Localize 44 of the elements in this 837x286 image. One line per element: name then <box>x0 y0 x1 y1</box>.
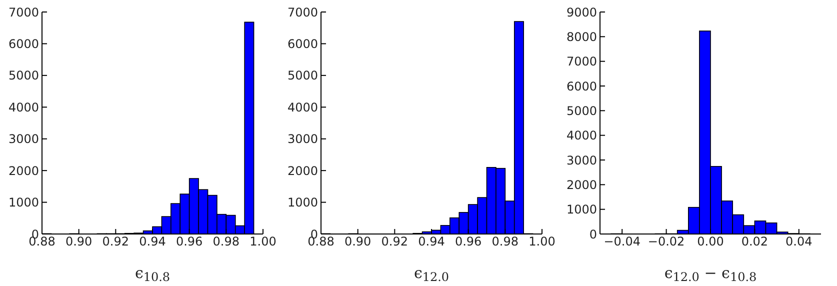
y-tick-label: 5000 <box>566 104 597 118</box>
x-tick-label: 0.94 <box>139 234 166 249</box>
y-tick-label: 0 <box>589 227 597 242</box>
y-tick-label: 3000 <box>8 132 39 146</box>
x-tick-label: 1.00 <box>250 234 276 249</box>
y-tick-label: 1000 <box>566 202 597 217</box>
y-tick-label: 6000 <box>566 79 597 94</box>
y-tick-label: 7000 <box>566 54 597 69</box>
y-tick-label: 3000 <box>566 153 597 168</box>
y-tick-label: 2000 <box>8 164 39 178</box>
x-tick-label: 0.94 <box>418 234 445 249</box>
y-tick-label: 8000 <box>566 30 597 44</box>
x-tick-label: 0.04 <box>786 234 812 249</box>
x-tick-label: 0.02 <box>741 234 768 249</box>
y-tick-label: 3000 <box>287 132 318 146</box>
x-tick-label: 0.00 <box>697 234 724 249</box>
x-tick-label: −0.02 <box>648 234 685 249</box>
y-tick-label: 6000 <box>8 36 39 51</box>
y-tick-label: 9000 <box>566 5 597 20</box>
y-tick-label: 7000 <box>8 5 39 20</box>
x-tick-label: 0.98 <box>212 234 240 249</box>
y-tick-label: 4000 <box>8 100 39 114</box>
y-tick-label: 5000 <box>8 68 39 83</box>
x-tick-label: 0.92 <box>381 234 408 249</box>
y-tick-label: 7000 <box>287 5 318 20</box>
x-tick-label: 0.90 <box>65 234 92 249</box>
x-axis-title: ϵ$_{12.0}$ − ϵ$_{10.8}$ <box>664 264 757 284</box>
y-tick-label: 4000 <box>566 128 597 143</box>
x-tick-label: 1.00 <box>528 234 556 249</box>
x-tick-label: 0.98 <box>492 234 519 249</box>
y-tick-label: 1000 <box>287 196 318 210</box>
x-tick-label: −0.04 <box>604 234 640 249</box>
y-tick-label: 2000 <box>287 164 318 178</box>
y-tick-label: 2000 <box>566 178 597 192</box>
x-tick-label: 0.90 <box>344 234 372 249</box>
x-tick-label: 0.92 <box>102 234 130 249</box>
y-tick-label: 6000 <box>287 36 318 51</box>
x-tick-label: 0.96 <box>454 234 482 249</box>
y-tick-label: 5000 <box>287 68 318 83</box>
x-axis-title: ϵ$_{10.8}$ <box>134 264 170 284</box>
x-axis-title: ϵ$_{12.0}$ <box>414 264 450 284</box>
x-tick-label: 0.96 <box>176 234 203 249</box>
y-tick-label: 4000 <box>287 100 318 114</box>
y-tick-label: 1000 <box>8 196 39 210</box>
